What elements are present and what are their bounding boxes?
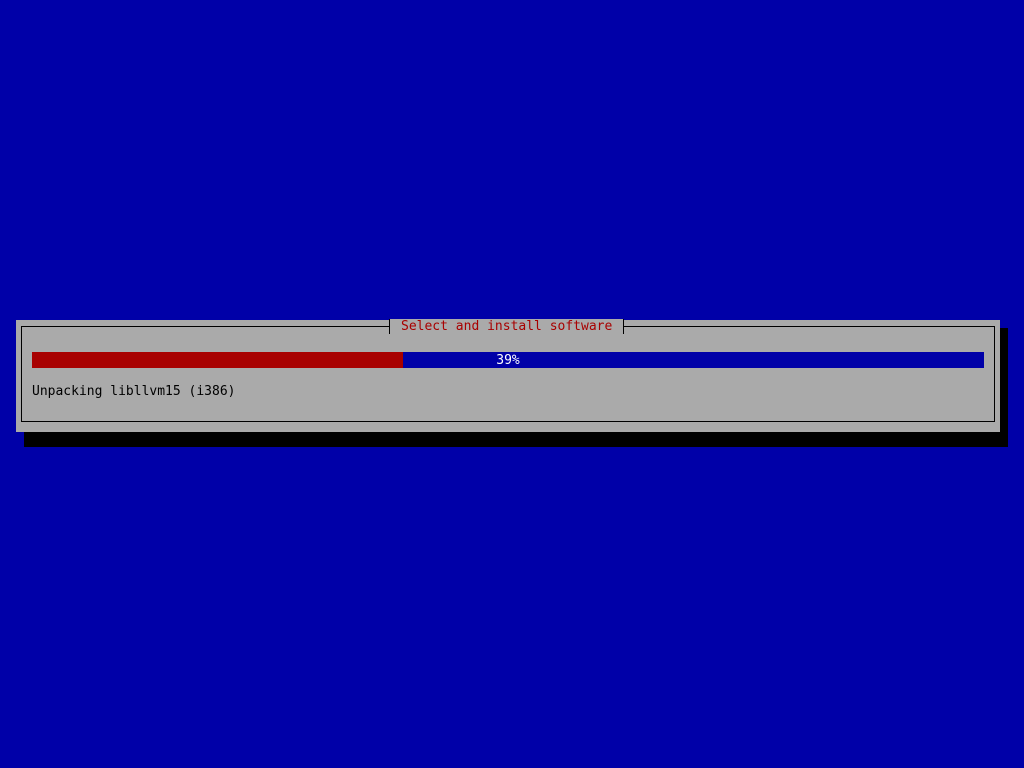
progress-fill (32, 352, 404, 368)
install-progress-dialog: Select and install software 39% Unpackin… (16, 319, 1000, 432)
dialog-shadow (24, 432, 1008, 447)
dialog-shadow-right (1000, 328, 1008, 447)
status-text: Unpacking libllvm15 (i386) (32, 384, 236, 399)
progress-percent: 39% (496, 353, 520, 368)
progress-bar: 39% (32, 352, 984, 368)
dialog-frame (21, 326, 995, 422)
dialog-title: Select and install software (389, 319, 625, 334)
